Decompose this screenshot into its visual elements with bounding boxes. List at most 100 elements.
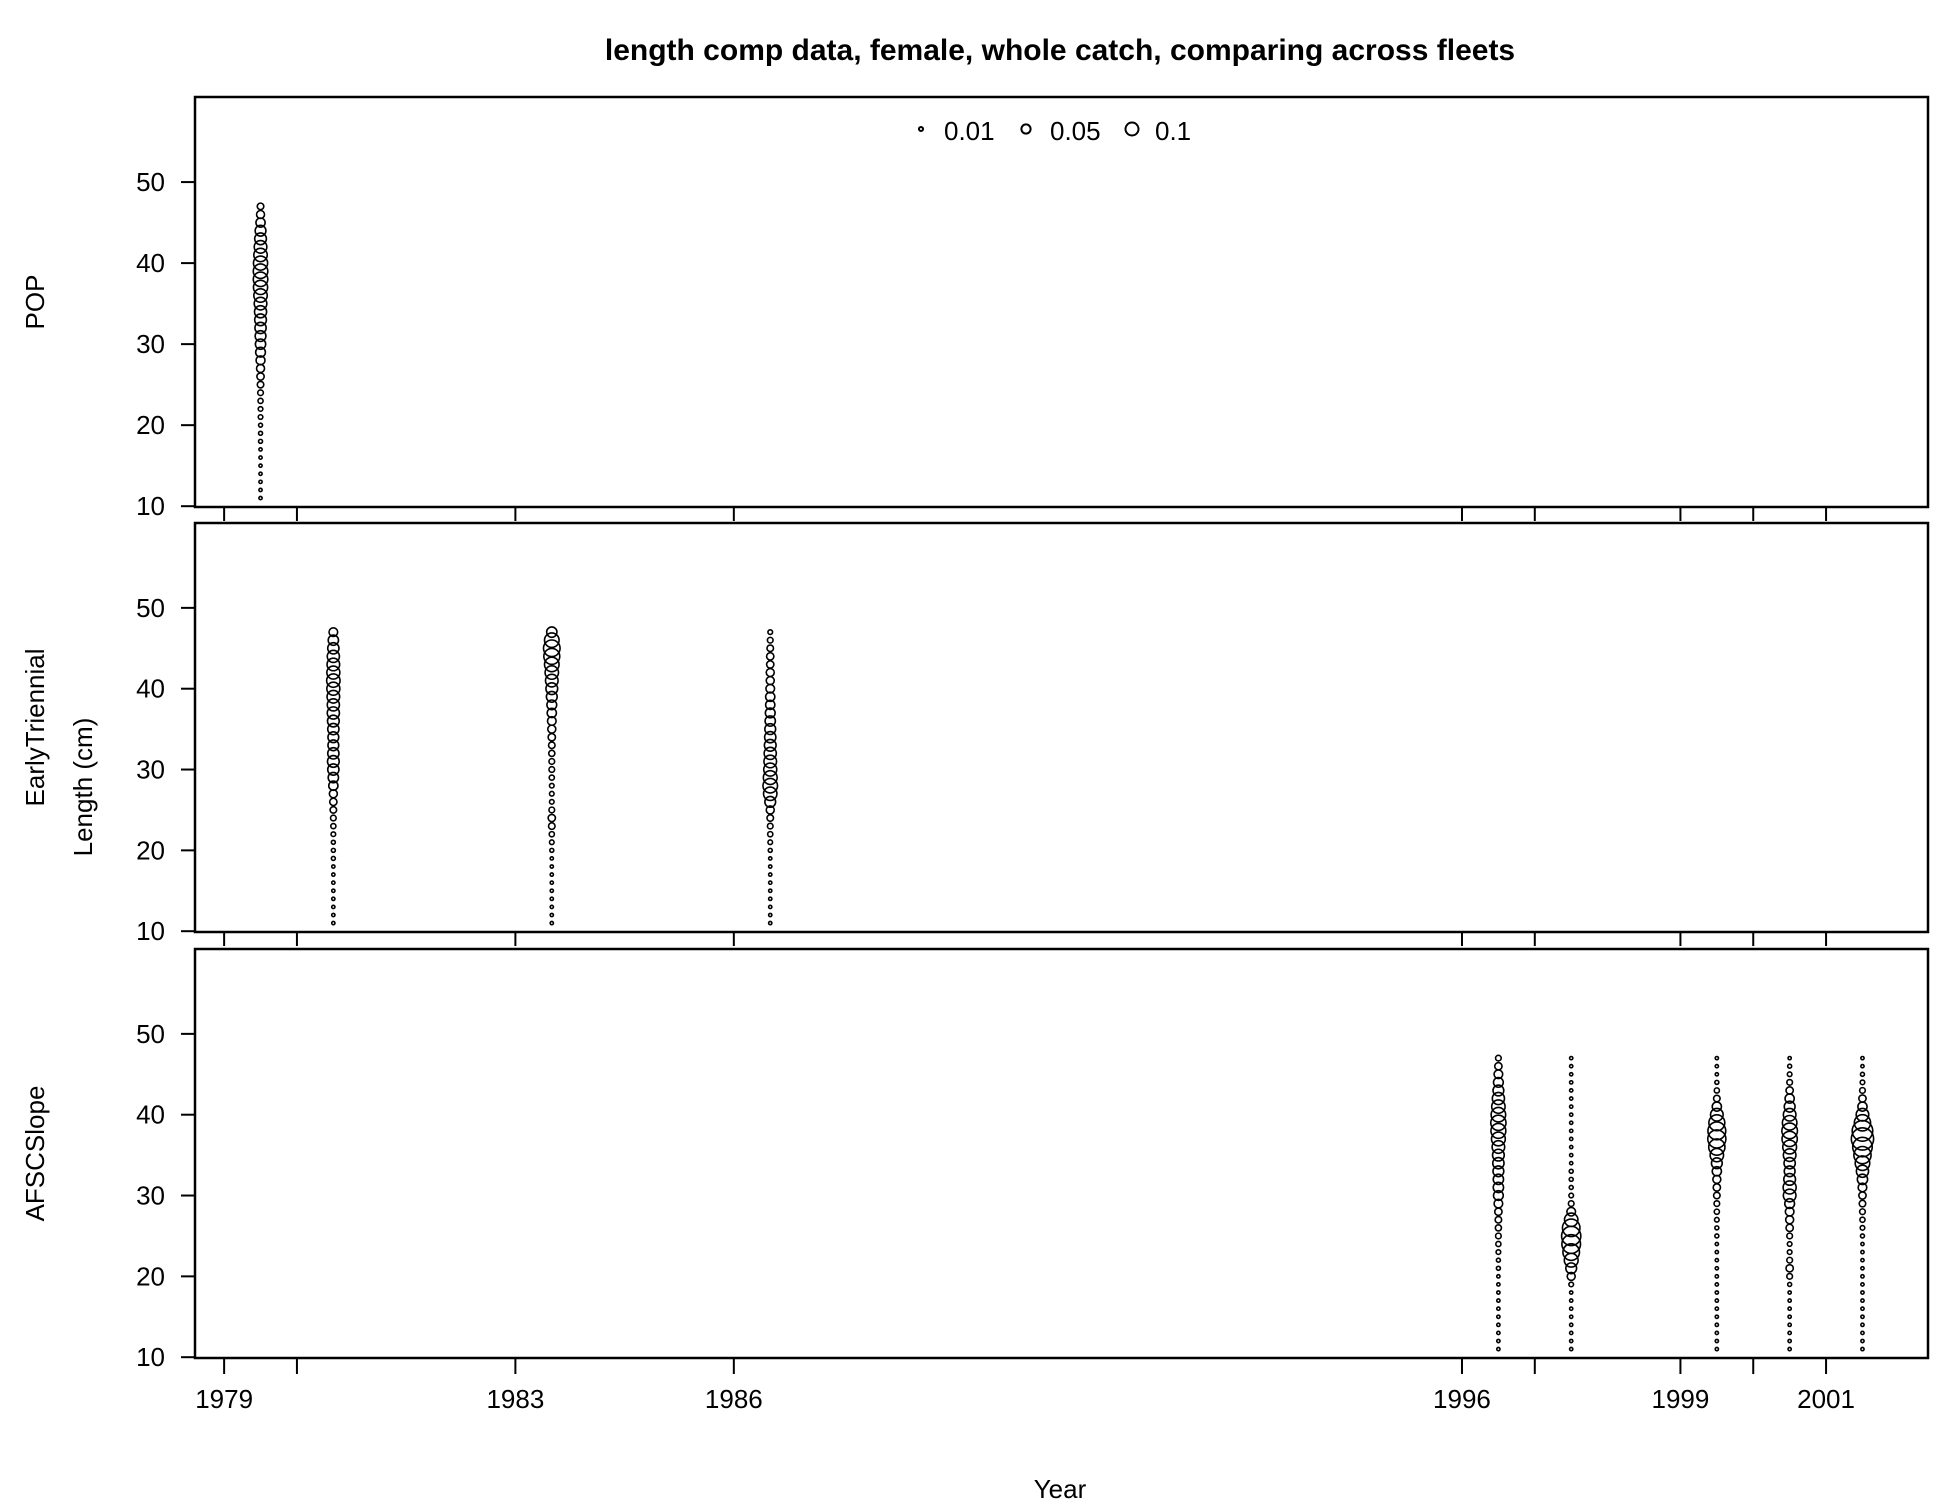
bubble-point (1786, 1256, 1794, 1264)
bubble-point (1494, 1232, 1503, 1240)
bubble-point (1786, 1232, 1794, 1240)
bubble-point (256, 372, 265, 381)
bubble-point (1859, 1071, 1866, 1078)
bubble-point (1860, 1063, 1865, 1069)
bubble-point (1859, 1233, 1866, 1239)
bubble-point (1494, 1224, 1503, 1232)
bubble-point (254, 224, 267, 237)
bubble-column-1983.5 (542, 626, 561, 926)
bubble-point (763, 754, 778, 769)
bubble-point (327, 634, 340, 647)
bubble-point (1568, 1346, 1574, 1352)
bubble-point (1714, 1257, 1720, 1263)
bubble-point (258, 463, 263, 469)
bubble-point (1490, 1131, 1507, 1147)
bubble-point (258, 495, 263, 501)
bubble-point (1568, 1281, 1575, 1288)
bubble-point (765, 805, 776, 815)
bubble-point (1568, 1298, 1574, 1304)
bubble-point (326, 754, 341, 769)
bubble-point (257, 413, 264, 421)
x-axis: 1979 1983 1986 1996 1999 2001 (195, 507, 1855, 1414)
bubble-point (1786, 1063, 1793, 1069)
bubble-point (1711, 1165, 1723, 1177)
bubble-point (1568, 1184, 1574, 1191)
bubble-column-1996.5 (1489, 1054, 1507, 1352)
bubble-point (764, 722, 777, 736)
bubble-point (253, 288, 269, 304)
bubble-point (252, 279, 269, 296)
bubble-point (1783, 1100, 1796, 1113)
bubble-point (1855, 1164, 1870, 1179)
y-tick-label: 10 (136, 916, 165, 946)
bubble-point (252, 263, 269, 280)
bubble-point (1494, 1054, 1503, 1062)
bubble-point (1714, 1241, 1720, 1247)
bubble-point (1860, 1257, 1865, 1263)
bubble-point (1783, 1197, 1796, 1210)
y-tick-label: 50 (136, 1019, 165, 1049)
bubble-column-1980.5 (325, 627, 341, 926)
bubble-point (1492, 1173, 1505, 1186)
x-tick-label: 1986 (705, 1384, 763, 1414)
bubble-point (764, 715, 777, 727)
bubble-point (766, 813, 775, 823)
bubble-point (764, 707, 776, 719)
bubble-point (1565, 1262, 1578, 1275)
bubble-point (1706, 1129, 1727, 1149)
legend-symbol (1020, 123, 1032, 135)
bubble-point (1568, 1176, 1574, 1183)
panel-label-earlytriennial: EarlyTriennial (20, 649, 50, 807)
bubble-point (1858, 1191, 1867, 1200)
bubble-point (1711, 1101, 1723, 1113)
bubble-point (325, 673, 341, 689)
bubble-point (1782, 1180, 1797, 1195)
bubble-point (1860, 1298, 1865, 1304)
bubble-point (253, 247, 269, 263)
bubble-point (1495, 1282, 1501, 1287)
bubble-point (257, 397, 264, 405)
panel-frame (193, 521, 1930, 934)
bubble-point (548, 830, 556, 838)
legend-label: 0.1 (1155, 116, 1191, 146)
bubble-point (767, 856, 773, 861)
chart-title: length comp data, female, whole catch, c… (605, 34, 1515, 67)
y-tick-label: 30 (136, 1181, 165, 1211)
bubble-point (765, 675, 776, 686)
legend-symbol (917, 125, 925, 133)
bubble-point (1707, 1121, 1727, 1141)
bubble-point (1860, 1322, 1865, 1328)
bubble-point (1782, 1148, 1797, 1163)
bubble-point (1786, 1071, 1793, 1078)
bubble-point (1860, 1314, 1865, 1320)
bubble-point (330, 839, 337, 846)
bubble-point (1568, 1104, 1574, 1110)
bubble-point (1713, 1199, 1721, 1208)
bubble-point (1568, 1088, 1574, 1093)
bubble-point (1784, 1206, 1795, 1217)
bubble-point (1713, 1208, 1721, 1216)
bubble-point (1567, 1199, 1575, 1208)
bubble-point (767, 888, 773, 894)
bubble-point (1491, 1148, 1506, 1162)
bubble-point (767, 872, 773, 878)
bubble-point (549, 856, 555, 861)
bubble-point (766, 822, 774, 830)
bubble-point (326, 706, 341, 720)
bubble-point (766, 636, 774, 644)
bubble-point (326, 722, 340, 736)
bubble-point (330, 831, 337, 838)
panel-pop: 10 20 30 40 50 POP (20, 95, 1930, 521)
bubble-point (329, 822, 337, 830)
bubble-point (549, 896, 555, 902)
bubble-point (255, 355, 266, 366)
y-tick-label: 10 (136, 1342, 165, 1372)
bubble-point (1714, 1233, 1720, 1239)
bubble-point (256, 202, 265, 211)
bubble-point (255, 209, 266, 220)
bubble-point (1561, 1218, 1581, 1238)
x-tick-label: 1996 (1433, 1384, 1491, 1414)
bubble-point (1568, 1055, 1574, 1061)
bubble-point (253, 313, 268, 327)
bubble-point (253, 239, 268, 254)
